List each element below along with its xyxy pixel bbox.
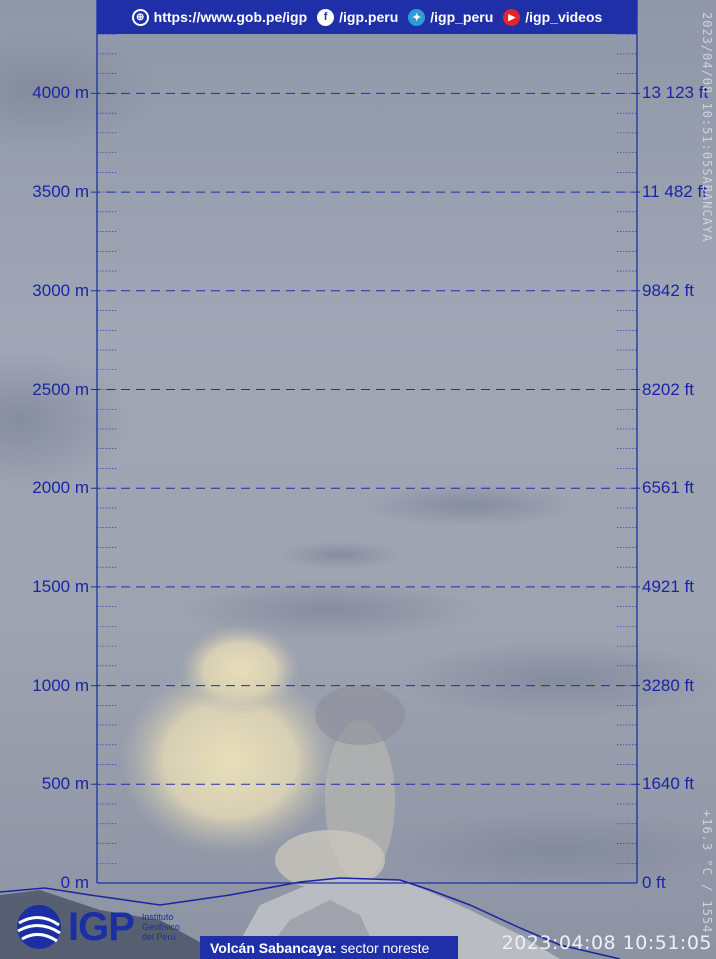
altitude-label-feet: 6561 ft xyxy=(642,478,694,498)
side-stamp-top: 2023/04/08 10:51:05SABANCAYA xyxy=(700,12,714,243)
ridge-outline xyxy=(0,877,621,959)
altitude-label-meters: 2500 m xyxy=(32,379,89,399)
altitude-label-meters: 1000 m xyxy=(32,675,89,695)
youtube-icon: ▶ xyxy=(503,8,521,26)
youtube-label: /igp_videos xyxy=(525,9,603,25)
altitude-label-meters: 4000 m xyxy=(32,83,89,103)
plume-base xyxy=(275,830,385,890)
cloud-center xyxy=(280,541,400,569)
altitude-label-meters: 2000 m xyxy=(32,478,89,498)
altitude-label-meters: 0 m xyxy=(60,873,89,892)
plume-drift xyxy=(315,685,405,745)
altitude-label-feet: 0 ft xyxy=(642,873,666,892)
facebook-icon: f xyxy=(317,8,335,26)
igp-logo: IGP Instituto Geofísico del Perú xyxy=(14,903,180,951)
timestamp: 2023:04:08 10:51:05 xyxy=(501,932,712,954)
website-link[interactable]: ⊕ https://www.gob.pe/igp xyxy=(131,8,308,26)
altitude-label-meters: 3000 m xyxy=(32,280,89,300)
volcano-name: Volcán Sabancaya: xyxy=(210,939,337,956)
altitude-label-feet: 9842 ft xyxy=(642,280,694,300)
website-label: https://www.gob.pe/igp xyxy=(153,9,308,25)
institute-line-3: del Perú xyxy=(141,932,176,942)
plume-top xyxy=(180,625,300,715)
altitude-label-feet: 3280 ft xyxy=(642,675,694,695)
volcano-caption: Volcán Sabancaya: sector noreste xyxy=(200,936,458,959)
institute-line-2: Geofísico xyxy=(141,922,180,932)
igp-wordmark: IGP xyxy=(68,904,135,949)
igp-mark-icon xyxy=(17,905,61,949)
ridge-left xyxy=(0,890,230,959)
plume-main xyxy=(120,665,340,855)
institute-line-1: Instituto xyxy=(141,912,174,922)
altitude-label-feet: 1640 ft xyxy=(642,774,694,794)
twitter-icon: ✦ xyxy=(408,8,426,26)
altitude-label-meters: 1500 m xyxy=(32,576,89,596)
facebook-label: /igp.peru xyxy=(339,9,399,25)
globe-icon: ⊕ xyxy=(131,8,149,26)
cloud-left-top xyxy=(0,30,160,150)
altitude-label-feet: 4921 ft xyxy=(642,576,694,596)
altitude-label-meters: 500 m xyxy=(41,774,89,794)
cloud-bottom-right xyxy=(380,810,716,890)
volcano-sector: sector noreste xyxy=(340,939,430,956)
altitude-label-feet: 11 482 ft xyxy=(642,182,707,202)
cloud-band xyxy=(180,580,480,640)
altitude-label-meters: 3500 m xyxy=(32,182,89,202)
youtube-link[interactable]: ▶ /igp_videos xyxy=(503,8,603,26)
side-stamp-bottom: +16.3 °C / 1554 xyxy=(700,810,714,934)
cloud-right-mid xyxy=(360,483,580,527)
institute-name: Instituto Geofísico del Perú xyxy=(142,912,180,942)
twitter-link[interactable]: ✦ /igp_peru xyxy=(408,8,494,26)
altitude-label-feet: 8202 ft xyxy=(642,379,694,399)
altitude-label-feet: 13 123 ft xyxy=(642,83,709,103)
twitter-label: /igp_peru xyxy=(430,9,494,25)
altitude-scale xyxy=(91,0,643,884)
facebook-link[interactable]: f /igp.peru xyxy=(317,8,399,26)
social-links-bar: ⊕ https://www.gob.pe/igp f /igp.peru ✦ /… xyxy=(97,0,637,34)
